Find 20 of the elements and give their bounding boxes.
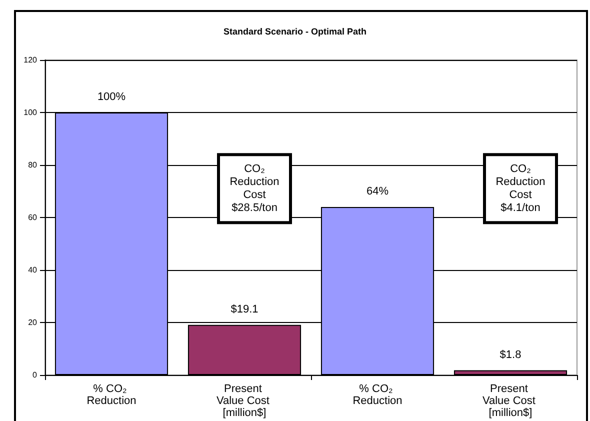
bar bbox=[454, 370, 568, 375]
bar bbox=[188, 324, 302, 375]
data-label: $19.1 bbox=[230, 303, 258, 316]
y-tick-label: 20 bbox=[28, 318, 38, 327]
y-tick-label: 40 bbox=[28, 266, 38, 274]
y-tick-label: 60 bbox=[28, 213, 38, 222]
y-tick-label: 120 bbox=[24, 56, 38, 64]
x-tick-label: % CO₂ Reduction bbox=[352, 383, 402, 407]
y-tick-label: 80 bbox=[28, 160, 38, 170]
chart-title: Standard Scenario - Optimal Path bbox=[223, 26, 367, 36]
data-label: $1.8 bbox=[500, 348, 522, 361]
annotation: CO₂ Reduction Cost $4.1/ton bbox=[496, 163, 546, 214]
x-tick-label: Present Value Cost [million$] bbox=[482, 383, 539, 419]
annotation: CO₂ Reduction Cost $28.5/ton bbox=[230, 163, 280, 214]
data-label: 64% bbox=[366, 186, 389, 198]
x-tick-label: Present Value Cost [million$] bbox=[216, 383, 273, 419]
y-tick-label: 100 bbox=[24, 108, 38, 117]
y-tick-label: 0 bbox=[32, 370, 38, 380]
x-tick-label: % CO₂ Reduction bbox=[86, 383, 136, 407]
data-label: 100% bbox=[97, 91, 126, 103]
